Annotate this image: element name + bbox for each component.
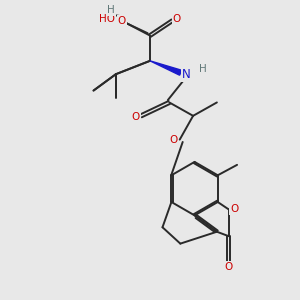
Text: HO: HO [99,14,115,24]
Text: O: O [230,204,238,214]
Text: O: O [132,112,140,122]
Polygon shape [150,61,182,75]
Text: O: O [225,262,233,272]
Text: O: O [118,16,126,26]
Text: O: O [169,135,177,145]
Text: O: O [172,14,181,24]
Text: H: H [107,5,115,15]
Text: N: N [182,68,191,81]
Text: H: H [199,64,206,74]
